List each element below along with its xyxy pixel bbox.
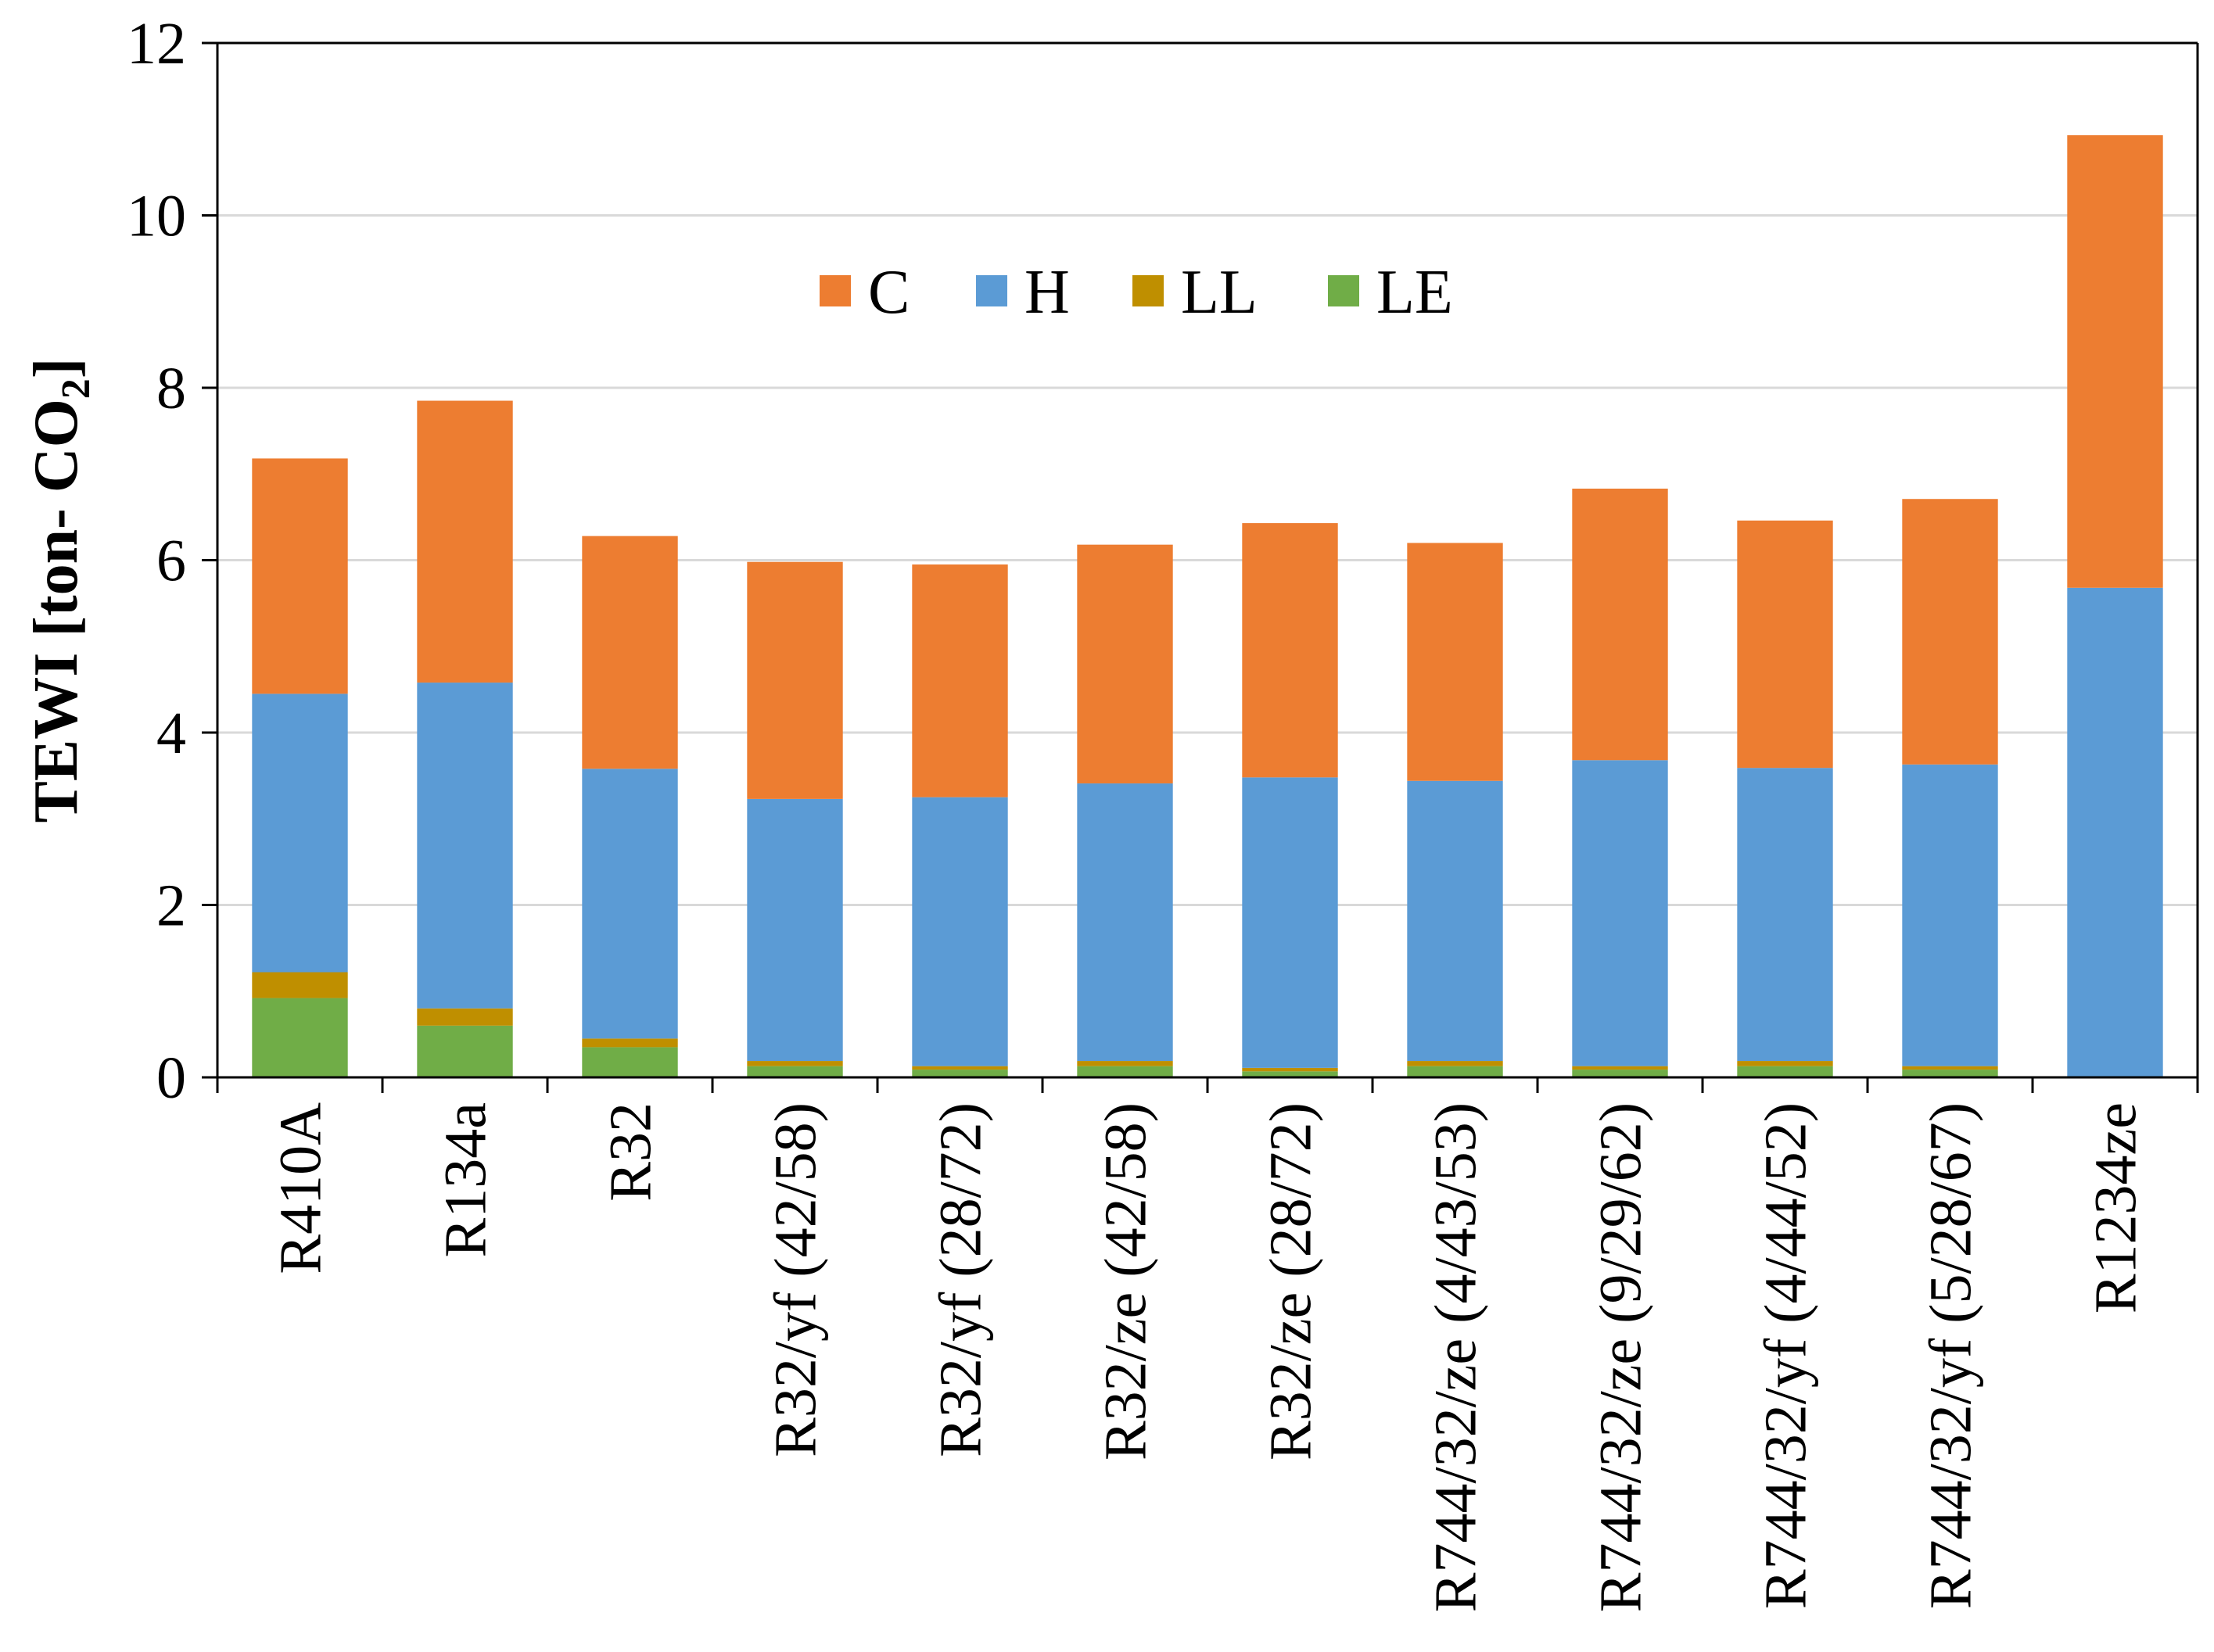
axes xyxy=(202,41,2199,1093)
legend-label-h: H xyxy=(1024,258,1070,327)
legend-swatch-ll xyxy=(1132,275,1164,306)
y-axis-label: TEWI [ton- CO2] xyxy=(22,358,99,823)
bar-segment-ll xyxy=(912,1066,1008,1070)
y-axis-label-subscript: 2 xyxy=(54,378,99,399)
bar-segment-h xyxy=(1077,783,1173,1062)
bar-segment-le xyxy=(747,1066,843,1077)
legend-label-c: C xyxy=(868,258,910,327)
y-tick-label: 12 xyxy=(127,11,186,77)
bar-segment-h xyxy=(252,693,348,973)
bar-segment-le xyxy=(1902,1070,1998,1077)
bar-segment-ll xyxy=(1407,1061,1503,1066)
bar-segment-h xyxy=(2067,587,2163,1077)
x-category-label: R744/32/yf (5/28/67) xyxy=(1918,1102,1984,1609)
gridlines xyxy=(217,41,2198,906)
y-tick-label: 6 xyxy=(156,529,186,594)
bar-segment-le xyxy=(417,1025,513,1077)
bar-segment-h xyxy=(1737,768,1833,1062)
bar-segment-c xyxy=(1407,543,1503,781)
bar-segment-c xyxy=(747,561,843,799)
bar-segment-h xyxy=(582,769,678,1039)
bar-segment-ll xyxy=(417,1008,513,1026)
x-category-label: R32/ze (28/72) xyxy=(1258,1102,1324,1460)
y-tick-label: 4 xyxy=(156,701,186,766)
y-tick-labels: 0 2 4 6 8 10 12 xyxy=(127,11,186,1111)
x-category-label: R32/yf (28/72) xyxy=(928,1102,994,1457)
legend-swatch-h xyxy=(976,275,1007,306)
bar-segment-c xyxy=(2067,134,2163,588)
bar-segment-c xyxy=(417,400,513,683)
bar-segment-c xyxy=(912,564,1008,797)
bar-segment-c xyxy=(1902,499,1998,765)
bar-segment-h xyxy=(1242,777,1338,1068)
bar-segment-ll xyxy=(1902,1066,1998,1070)
bar-segment-le xyxy=(1737,1066,1833,1077)
x-category-label: R744/32/ze (9/29/62) xyxy=(1588,1102,1654,1612)
y-tick-label: 8 xyxy=(156,356,186,421)
bar-segment-c xyxy=(1737,520,1833,769)
x-category-label: R744/32/yf (4/44/52) xyxy=(1753,1102,1819,1609)
bar-segment-le xyxy=(1572,1070,1668,1077)
bar-segment-c xyxy=(582,536,678,769)
x-category-labels: R410A R134a R32 R32/yf (42/58) R32/yf (28/72… xyxy=(268,1102,2149,1612)
bar-segment-h xyxy=(1407,780,1503,1062)
legend-label-le: LE xyxy=(1376,258,1453,327)
bar-segment-le xyxy=(252,998,348,1077)
legend: C H LL LE xyxy=(820,258,1453,327)
y-axis-label-main: TEWI [ton- CO xyxy=(22,399,91,822)
x-category-label: R32/yf (42/58) xyxy=(763,1102,829,1457)
bar-segment-ll xyxy=(1572,1066,1668,1070)
bar-segment-h xyxy=(1902,764,1998,1066)
y-tick-label: 10 xyxy=(127,184,186,249)
legend-label-ll: LL xyxy=(1181,258,1258,327)
x-category-label: R1234ze xyxy=(2083,1102,2149,1313)
bar-segment-h xyxy=(912,797,1008,1066)
bar-segment-c xyxy=(252,458,348,694)
bar-segment-c xyxy=(1572,488,1668,761)
legend-swatch-le xyxy=(1328,275,1359,306)
bar-segment-le xyxy=(582,1047,678,1077)
bar-segment-c xyxy=(1077,544,1173,784)
bar-segment-le xyxy=(1077,1066,1173,1077)
y-tick-label: 2 xyxy=(156,873,186,939)
y-tick-label: 0 xyxy=(156,1045,186,1111)
legend-swatch-c xyxy=(820,275,851,306)
bar-segment-ll xyxy=(1242,1067,1338,1072)
bar-segment-h xyxy=(417,683,513,1009)
bar-segment-ll xyxy=(252,972,348,998)
bar-segment-le xyxy=(912,1070,1008,1077)
bar-segment-ll xyxy=(1737,1061,1833,1066)
x-category-label: R410A xyxy=(268,1102,334,1274)
x-category-label: R32 xyxy=(598,1102,664,1202)
bar-segment-le xyxy=(1407,1066,1503,1077)
y-axis-label-suffix: ] xyxy=(22,358,91,379)
bar-segment-c xyxy=(1242,523,1338,778)
bars xyxy=(252,134,2163,1077)
x-category-label: R134a xyxy=(433,1102,499,1257)
bar-segment-ll xyxy=(747,1061,843,1066)
x-category-label: R744/32/ze (4/43/53) xyxy=(1423,1102,1489,1612)
x-category-label: R32/ze (42/58) xyxy=(1093,1102,1159,1460)
bar-segment-h xyxy=(1572,760,1668,1066)
bar-segment-le xyxy=(1242,1071,1338,1077)
bar-segment-h xyxy=(747,798,843,1062)
bar-segment-ll xyxy=(1077,1061,1173,1066)
bar-segment-ll xyxy=(582,1038,678,1048)
